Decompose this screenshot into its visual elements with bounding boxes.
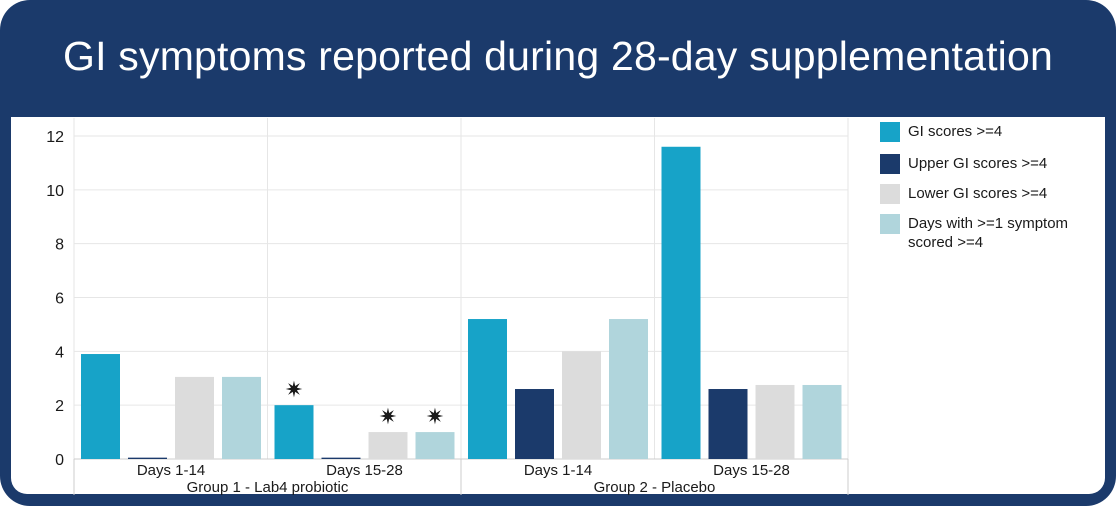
y-tick-label: 4 xyxy=(55,344,64,361)
legend-label-upper: Upper GI scores >=4 xyxy=(908,155,1048,172)
bar-1-cat-3 xyxy=(468,319,507,459)
bar-4-cat-1 xyxy=(222,376,261,459)
y-tick-label: 8 xyxy=(55,237,64,254)
bar-1-cat-1 xyxy=(81,354,120,459)
bar-3-cat-4 xyxy=(755,384,795,459)
chart-title: GI symptoms reported during 28-day suppl… xyxy=(63,32,1053,79)
bar-3-cat-3 xyxy=(562,351,601,459)
x-tick-label: Days 1-14 xyxy=(137,462,205,479)
group-label: Group 2 - Placebo xyxy=(594,479,716,496)
y-tick-label: 0 xyxy=(55,452,64,469)
legend-label-days: Days with >=1 symptom scored >=4 xyxy=(908,215,1069,251)
significance-marker: ✷ xyxy=(379,405,397,430)
bar-1-cat-2 xyxy=(274,405,314,459)
bar-2-cat-1 xyxy=(128,457,167,459)
bar-4-cat-2 xyxy=(415,432,455,459)
legend-swatch-upper xyxy=(880,154,900,174)
legend-swatch-lower xyxy=(880,184,900,204)
bar-2-cat-4 xyxy=(708,389,748,459)
bar-1-cat-4 xyxy=(661,146,701,459)
x-tick-label: Days 1-14 xyxy=(524,462,592,479)
y-tick-label: 10 xyxy=(46,183,64,200)
significance-marker: ✷ xyxy=(426,405,444,430)
legend-swatch-gi xyxy=(880,122,900,142)
bar-3-cat-2 xyxy=(368,432,408,459)
legend-item-upper: Upper GI scores >=4 xyxy=(880,154,1088,174)
legend-item-lower: Lower GI scores >=4 xyxy=(880,184,1088,204)
group-label: Group 1 - Lab4 probiotic xyxy=(187,479,349,496)
x-tick-label: Days 15-28 xyxy=(713,462,790,479)
legend-label-lower: Lower GI scores >=4 xyxy=(908,185,1048,202)
significance-marker: ✷ xyxy=(285,378,303,403)
bar-2-cat-2 xyxy=(321,457,361,459)
y-tick-label: 6 xyxy=(55,291,64,308)
bar-4-cat-4 xyxy=(802,384,842,459)
bar-4-cat-3 xyxy=(609,319,648,459)
bar-3-cat-1 xyxy=(175,376,214,459)
legend-swatch-days xyxy=(880,214,900,234)
legend-item-gi: GI scores >=4 xyxy=(880,122,1088,142)
x-tick-label: Days 15-28 xyxy=(326,462,403,479)
bar-2-cat-3 xyxy=(515,389,554,459)
y-tick-label: 2 xyxy=(55,398,64,415)
y-tick-label: 12 xyxy=(46,129,64,146)
legend-label-gi: GI scores >=4 xyxy=(908,123,1003,140)
legend-item-days: Days with >=1 symptom scored >=4 xyxy=(880,214,1088,252)
